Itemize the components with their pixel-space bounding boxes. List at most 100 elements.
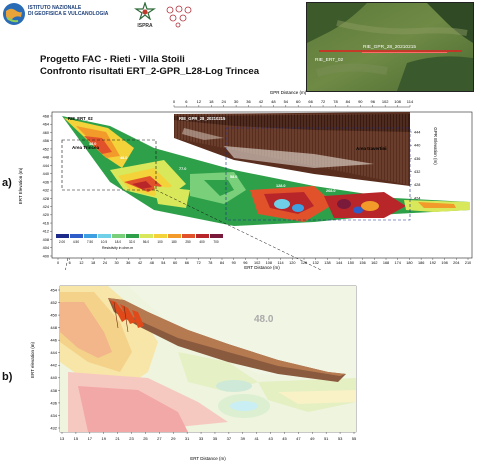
tick-label: 21: [115, 436, 120, 441]
contour-label: 180.0: [442, 196, 452, 200]
tick-label: 138: [324, 261, 330, 265]
tick-label: 6: [185, 99, 188, 104]
tick-label: 90: [358, 99, 363, 104]
legend-swatch: [84, 234, 97, 238]
tick-label: 446: [50, 338, 57, 343]
contour-label: 48.0: [89, 142, 96, 146]
tick-label: 19: [101, 436, 106, 441]
tick-label: 144: [336, 261, 342, 265]
tick-label: 55: [352, 436, 357, 441]
ingv-name-line1: ISTITUTO NAZIONALE: [28, 5, 82, 11]
legend-value: 2.00: [59, 240, 65, 244]
ert-profile-label: RIE_ERT_02: [68, 116, 93, 121]
tick-label: 120: [289, 261, 295, 265]
tick-label: 15: [74, 436, 79, 441]
contour-label: 128.0: [276, 184, 286, 188]
tick-label: 102: [254, 261, 260, 265]
ert-resistivity-section: [62, 116, 470, 226]
tick-label: 444: [50, 350, 57, 355]
tick-label: 456: [43, 139, 49, 143]
tick-label: 17: [88, 436, 93, 441]
tick-label: 84: [220, 261, 224, 265]
tick-label: 78: [333, 99, 338, 104]
tick-label: 452: [50, 300, 57, 305]
tick-label: 42: [259, 99, 264, 104]
ingv-name-line2: DI GEOFISICA E VULCANOLOGIA: [28, 10, 109, 17]
tick-label: 60: [173, 261, 177, 265]
tick-label: 102: [382, 99, 389, 104]
tick-label: 29: [171, 436, 176, 441]
zoom-contour-label: 48.0: [254, 314, 274, 325]
tick-label: 404: [43, 246, 49, 250]
tick-label: 33: [199, 436, 204, 441]
italian-emblem-icon: [134, 1, 156, 21]
title-line2: Confronto risultati ERT_2-GPR_L28-Log Tr…: [40, 66, 260, 77]
resistivity-legend: 2.00 4.50 7.50 10.5 18.0 32.0 56.0 100 180 250 400…: [56, 234, 223, 244]
gpr-profile-label: RIE_GPR_28_20210215: [179, 116, 226, 121]
tick-label: 180: [406, 261, 412, 265]
gpr-elev-title: GPR Elevation (m): [433, 127, 438, 165]
legend-value: 7.50: [87, 240, 93, 244]
tick-label: 424: [43, 205, 49, 209]
tick-label: 432: [43, 189, 49, 193]
tick-label: 192: [430, 261, 436, 265]
legend-swatch: [154, 234, 167, 238]
tick-label: 440: [43, 172, 49, 176]
tick-label: 48: [150, 261, 154, 265]
tick-label: 174: [395, 261, 401, 265]
tick-label: 78: [208, 261, 212, 265]
resistivity-title: Resistivity in ohm.m: [102, 246, 133, 250]
tick-label: 72: [321, 99, 326, 104]
ispra-logo: ISPRA: [128, 1, 162, 32]
tick-label: 84: [346, 99, 351, 104]
tick-label: 428: [43, 197, 49, 201]
tick-label: 432: [414, 170, 420, 174]
map-ert-label: RIE_ERT_02: [315, 57, 344, 63]
tick-label: 96: [243, 261, 247, 265]
tick-label: 210: [465, 261, 471, 265]
tick-label: 30: [114, 261, 118, 265]
tick-label: 452: [43, 147, 49, 151]
legend-swatch: [56, 234, 69, 238]
tick-label: 37: [227, 436, 232, 441]
panel-b-label: b): [2, 371, 13, 383]
tick-label: 132: [313, 261, 319, 265]
tick-label: 48: [271, 99, 276, 104]
tick-label: 90: [232, 261, 236, 265]
tick-label: 36: [246, 99, 251, 104]
zoom-x-axis-title: ERT Distance (m): [190, 456, 226, 461]
tick-label: 448: [50, 325, 57, 330]
tick-label: 47: [296, 436, 301, 441]
tick-label: 198: [441, 261, 447, 265]
tick-label: 468: [43, 114, 49, 118]
tick-label: 31: [185, 436, 190, 441]
ispra-label: ISPRA: [137, 23, 153, 29]
area-travertini-label: Area travertini: [356, 146, 387, 151]
satellite-map: RIE_GPR_28_20210215 RIE_ERT_02: [306, 2, 474, 92]
tick-label: 18: [91, 261, 95, 265]
legend-value: 10.5: [101, 240, 107, 244]
panel-b-section: 48.0 454 452 450 448 446 444 442 440 438 436 434 43…: [30, 285, 357, 461]
trench-log: [108, 298, 346, 382]
legend-swatch: [168, 234, 181, 238]
tick-label: 35: [213, 436, 218, 441]
tick-label: 438: [50, 388, 57, 393]
area-trincea-box: [61, 139, 157, 191]
tick-label: 440: [414, 144, 420, 148]
tick-label: 39: [241, 436, 246, 441]
area-travertini-box: [225, 127, 411, 221]
tick-label: 464: [43, 123, 49, 127]
legend-swatch: [98, 234, 111, 238]
tick-label: 436: [50, 400, 57, 405]
tick-label: 186: [418, 261, 424, 265]
tick-label: 0: [173, 99, 176, 104]
tick-label: 60: [296, 99, 301, 104]
legend-swatch: [196, 234, 209, 238]
legend-swatch: [70, 234, 83, 238]
tick-label: 126: [301, 261, 307, 265]
legend-swatch: [210, 234, 223, 238]
contour-label: 48.0: [120, 156, 127, 160]
legend-value: 18.0: [115, 240, 121, 244]
tick-label: 424: [414, 196, 420, 200]
tick-label: 114: [278, 261, 284, 265]
